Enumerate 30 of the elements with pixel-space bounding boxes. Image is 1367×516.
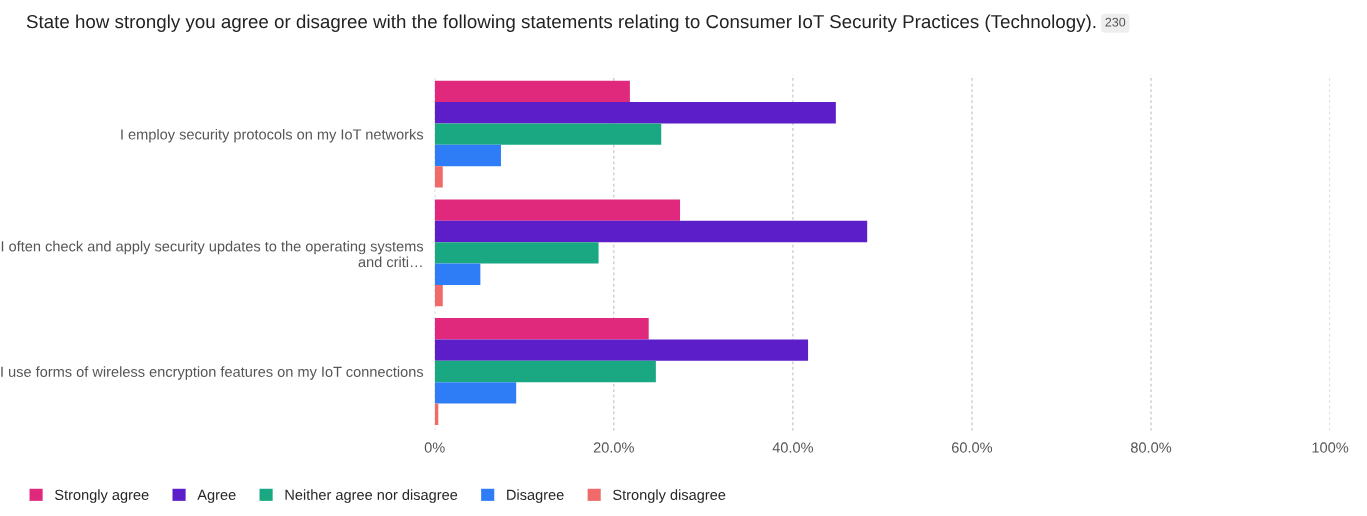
legend-label: Strongly agree — [54, 489, 149, 503]
x-tick-label: 0% — [424, 442, 445, 453]
bar — [434, 102, 836, 124]
bar — [434, 284, 443, 307]
bar — [434, 144, 501, 167]
bar — [434, 263, 481, 285]
chart-title: State how strongly you agree or disagree with the following statements relating to Consumer IoT Security Practices (Technology). — [26, 14, 1096, 32]
bar — [434, 123, 662, 145]
y-tick-label: I often check and apply security updates to the operating systems and criti… — [1, 240, 424, 268]
legend-label: Strongly disagree — [613, 489, 726, 503]
bar — [434, 382, 517, 404]
bar — [434, 318, 649, 340]
legend-label: Neither agree nor disagree — [285, 489, 458, 503]
text: 230 — [1105, 17, 1126, 27]
legend-label: Disagree — [507, 489, 564, 503]
bar — [434, 220, 868, 243]
x-tick-label: 60.0% — [952, 442, 993, 453]
y-tick-label: I use forms of wireless encryption features on my IoT connections — [1, 366, 424, 380]
y-tick-label: I employ security protocols on my IoT networks — [121, 128, 424, 143]
bar — [434, 360, 656, 383]
x-tick-label: 20.0% — [593, 442, 634, 453]
legend-label: Agree — [197, 489, 236, 503]
bar — [434, 199, 681, 221]
bar — [434, 166, 443, 188]
x-tick-label: 80.0% — [1130, 442, 1172, 453]
x-tick-label: 40.0% — [772, 442, 814, 453]
bar — [434, 80, 630, 103]
x-tick-label: 100% — [1312, 442, 1349, 453]
bar — [434, 242, 599, 264]
bar — [434, 339, 809, 361]
